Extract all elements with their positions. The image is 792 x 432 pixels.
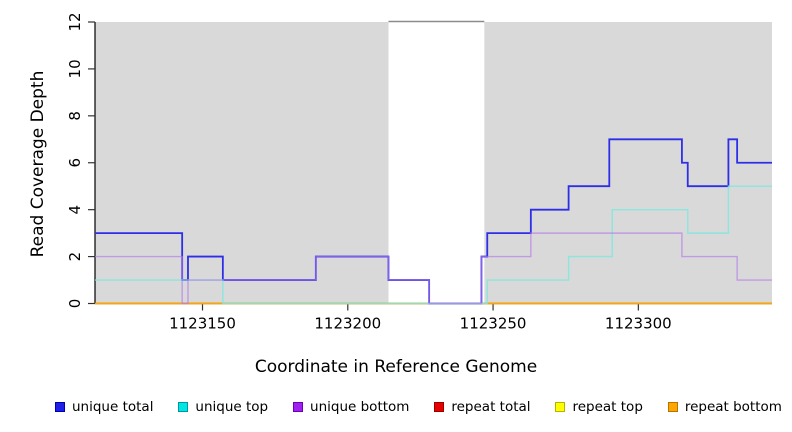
- legend-label: unique total: [72, 399, 154, 415]
- y-tick-label: 2: [66, 252, 84, 262]
- y-tick-label: 4: [66, 205, 84, 215]
- x-tick-label: 1123200: [314, 315, 381, 333]
- x-tick-label: 1123300: [605, 315, 672, 333]
- repeat-top-swatch-icon: [555, 402, 566, 412]
- legend-item-unique-total: unique total: [55, 399, 153, 415]
- legend-label: repeat top: [572, 399, 643, 415]
- legend-label: unique bottom: [310, 399, 410, 415]
- series-line-unique-top: [95, 185, 772, 305]
- series-line-unique-bottom: [95, 232, 772, 305]
- legend-label: repeat bottom: [684, 399, 782, 415]
- y-tick-label: 8: [66, 111, 84, 121]
- y-tick-label: 0: [66, 299, 84, 309]
- series-line-unique-total: [95, 138, 772, 305]
- legend-item-repeat-top: repeat top: [555, 399, 643, 415]
- x-axis-label: Coordinate in Reference Genome: [254, 357, 538, 377]
- legend-item-repeat-bottom: repeat bottom: [667, 399, 782, 415]
- repeat-bottom-swatch-icon: [667, 402, 678, 412]
- x-tick-label: 1123150: [169, 315, 236, 333]
- repeat-total-swatch-icon: [434, 402, 445, 412]
- y-tick-label: 6: [66, 158, 84, 168]
- mappable-region-shading: [95, 22, 389, 304]
- y-tick-label: 10: [66, 59, 84, 78]
- unique-top-swatch-icon: [178, 402, 189, 412]
- legend-label: unique top: [195, 399, 269, 415]
- x-tick-label: 1123250: [460, 315, 527, 333]
- legend-item-unique-top: unique top: [178, 399, 268, 415]
- y-axis-label: Read Coverage Depth: [28, 70, 48, 258]
- unique-bottom-swatch-icon: [293, 402, 304, 412]
- legend-item-repeat-total: repeat total: [434, 399, 531, 415]
- legend-label: repeat total: [451, 399, 531, 415]
- unique-total-swatch-icon: [55, 402, 65, 412]
- legend-item-unique-bottom: unique bottom: [293, 399, 409, 415]
- y-tick-label: 12: [66, 12, 84, 31]
- legend: unique total unique top unique bottom re…: [0, 396, 792, 418]
